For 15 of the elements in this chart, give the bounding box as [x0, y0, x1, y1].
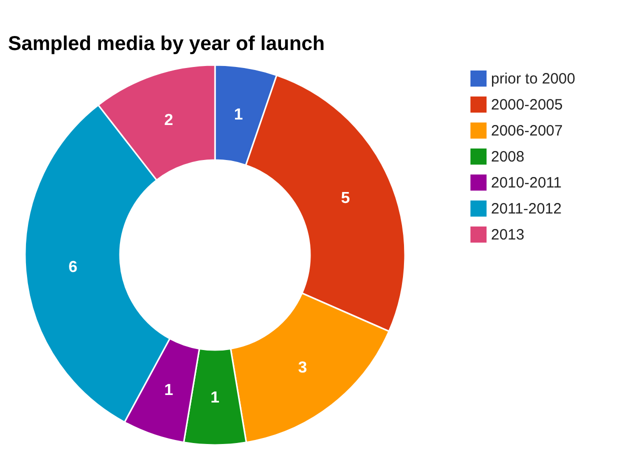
legend-label: 2010-2011: [491, 174, 562, 192]
data-label: 1: [210, 390, 220, 406]
legend-label: 2000-2005: [491, 96, 563, 114]
legend-label: 2008: [491, 148, 524, 166]
data-label: 1: [164, 382, 174, 399]
data-label: 2: [164, 112, 174, 130]
data-label: 1: [234, 106, 243, 124]
data-label: 3: [298, 359, 308, 376]
data-label: 5: [341, 190, 350, 207]
chart-title: Sampled media by year of launch: [8, 33, 325, 55]
data-label: 6: [68, 258, 78, 276]
legend-label: 2013: [491, 226, 524, 244]
legend-label: prior to 2000: [491, 70, 576, 88]
legend-label: 2006-2007: [491, 122, 563, 140]
legend-label: 2011-2012: [491, 200, 562, 218]
